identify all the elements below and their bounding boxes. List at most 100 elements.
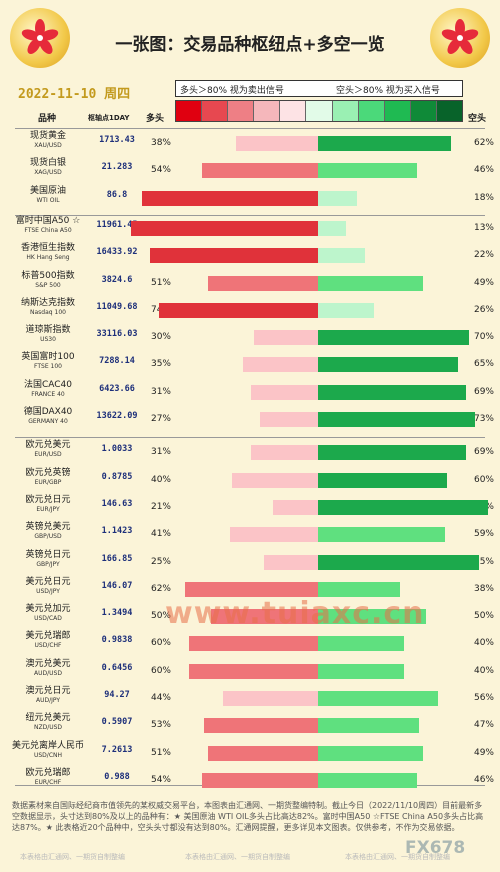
short-percent: 46%	[473, 165, 494, 175]
short-bar	[318, 412, 475, 427]
pivot-value: 7.2613	[101, 745, 133, 755]
short-bar	[318, 718, 420, 733]
instrument-zh: 欧元兑美元	[25, 440, 71, 450]
long-percent: 30%	[150, 332, 171, 342]
table-row: 纽元兑美元 NZD/USD 0.5907 53% 47%	[0, 713, 500, 740]
short-percent: 69%	[473, 387, 494, 397]
header-short: 空头	[468, 114, 487, 124]
instrument-en: USD/CHF	[34, 642, 62, 649]
long-percent: 54%	[150, 165, 171, 175]
pivot-value: 86.8	[106, 190, 128, 200]
table-row: 德国DAX40 GERMANY 40 13622.09 27% 73%	[0, 407, 500, 434]
instrument-name: 欧元兑日元 EUR/JPY	[8, 495, 88, 515]
short-percent: 18%	[473, 193, 494, 203]
header-pivot: 枢轴点1DAY	[88, 114, 130, 122]
footnote: 数据素材来自国际经纪商市值领先的某权威交易平台，本图表由汇通网、一期货整编特制。…	[12, 801, 484, 832]
table-row: 现货白银 XAG/USD 21.283 54% 46%	[0, 158, 500, 185]
long-bar	[259, 412, 318, 427]
pivot-value: 21.283	[101, 162, 133, 172]
instrument-zh: 道琼斯指数	[25, 325, 71, 335]
footer-text-1: 本表格由汇通网、一期货自制整编	[20, 853, 125, 861]
instrument-en: S&P 500	[35, 282, 61, 289]
instrument-name: 法国CAC40 FRANCE 40	[8, 380, 88, 400]
long-bar	[141, 191, 318, 206]
long-percent: 44%	[150, 693, 171, 703]
legend-long: 多头＞80% 视为卖出信号	[180, 86, 284, 96]
header-name: 品种	[38, 114, 57, 124]
long-bar	[272, 500, 318, 515]
short-percent: 40%	[473, 666, 494, 676]
long-bar	[208, 276, 318, 291]
instrument-en: AUD/USD	[34, 670, 62, 677]
instrument-zh: 德国DAX40	[23, 407, 73, 417]
group-divider-1	[15, 215, 485, 216]
header-divider	[15, 128, 485, 129]
short-bar	[318, 746, 424, 761]
pivot-value: 0.6456	[101, 663, 133, 673]
instrument-en: USD/CNH	[33, 752, 63, 759]
scale-swatch	[202, 101, 229, 121]
instrument-en: FTSE China A50	[24, 227, 72, 234]
group-divider-2	[15, 437, 485, 438]
long-bar	[150, 248, 318, 263]
table-row: 英镑兑日元 GBP/JPY 166.85 25% 75%	[0, 550, 500, 577]
instrument-zh: 澳元兑美元	[25, 659, 71, 669]
color-scale	[175, 100, 463, 122]
short-bar	[318, 636, 404, 651]
short-percent: 75%	[473, 557, 494, 567]
pivot-value: 33116.03	[96, 329, 138, 339]
long-bar	[242, 357, 318, 372]
table-row: 道琼斯指数 US30 33116.03 30% 70%	[0, 325, 500, 352]
pivot-value: 16433.92	[96, 247, 138, 257]
long-percent: 62%	[150, 584, 171, 594]
short-percent: 38%	[473, 584, 494, 594]
table-row: 欧元兑美元 EUR/USD 1.0033 31% 69%	[0, 440, 500, 467]
instrument-zh: 法国CAC40	[23, 380, 73, 390]
scale-swatch	[280, 101, 307, 121]
instrument-name: 美元兑离岸人民币 USD/CNH	[8, 741, 88, 761]
pivot-value: 0.9838	[101, 635, 133, 645]
short-bar	[318, 385, 467, 400]
watermark: www.tuiaxc.cn	[165, 596, 425, 631]
table-row: 澳元兑日元 AUD/JPY 94.27 44% 56%	[0, 686, 500, 713]
short-bar	[318, 500, 488, 515]
pivot-value: 146.07	[101, 581, 133, 591]
instrument-en: FTSE 100	[34, 363, 62, 370]
short-bar	[318, 330, 469, 345]
instrument-name: 富时中国A50 ☆ FTSE China A50	[8, 216, 88, 236]
instrument-zh: 欧元兑瑞郎	[25, 768, 71, 778]
short-bar	[318, 303, 374, 318]
short-bar	[318, 527, 445, 542]
instrument-en: EUR/GBP	[34, 479, 62, 486]
instrument-en: EUR/CHF	[34, 779, 62, 786]
table-row: 美元兑日元 USD/JPY 146.07 62% 38%	[0, 577, 500, 604]
instrument-zh: 澳元兑日元	[25, 686, 71, 696]
long-bar	[223, 691, 318, 706]
instrument-zh: 欧元兑英镑	[25, 468, 71, 478]
pivot-value: 0.5907	[101, 717, 133, 727]
long-bar	[204, 718, 318, 733]
logo-right	[430, 8, 490, 68]
short-bar	[318, 191, 357, 206]
instrument-en: Nasdaq 100	[30, 309, 66, 316]
instrument-zh: 美元兑离岸人民币	[11, 741, 84, 751]
short-bar	[318, 609, 426, 624]
long-bar	[189, 636, 318, 651]
long-bar	[264, 555, 318, 570]
instrument-zh: 现货白银	[29, 158, 66, 168]
instrument-name: 欧元兑英镑 EUR/GBP	[8, 468, 88, 488]
long-bar	[251, 445, 318, 460]
instrument-name: 香港恒生指数 HK Hang Seng	[8, 243, 88, 263]
long-percent: 51%	[150, 278, 171, 288]
scale-swatch	[358, 101, 385, 121]
table-row: 澳元兑美元 AUD/USD 0.6456 60% 40%	[0, 659, 500, 686]
long-percent: 53%	[150, 720, 171, 730]
short-bar	[318, 357, 458, 372]
short-percent: 49%	[473, 278, 494, 288]
date-label: 2022-11-10 周四	[18, 87, 131, 102]
long-percent: 50%	[150, 611, 171, 621]
